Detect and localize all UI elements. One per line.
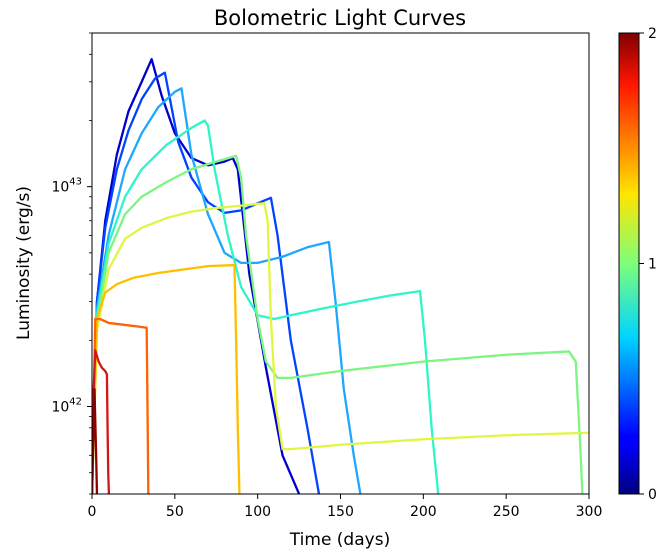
colorbar-tick-label: 0	[648, 487, 657, 503]
x-axis: 0 50 100 150 200 250 300	[88, 494, 603, 520]
series-line-6	[92, 202, 589, 494]
series-line-4	[92, 119, 440, 494]
series-line-10	[92, 387, 99, 494]
series-line-9	[92, 349, 111, 494]
series-line-3	[92, 87, 362, 494]
x-tick-label: 0	[88, 504, 97, 520]
series-line-2	[92, 71, 321, 494]
y-axis-label: Luminosity (erg/s)	[14, 186, 34, 340]
x-tick-label: 250	[493, 504, 520, 520]
colorbar-tick-label: 2	[648, 26, 657, 42]
colorbar: 0 1 2	[618, 26, 657, 503]
series-line-7	[92, 263, 241, 494]
x-tick-label: 150	[327, 504, 354, 520]
colorbar-gradient	[618, 32, 640, 495]
y-axis: 1042 1043	[51, 32, 92, 495]
colorbar-tick-label: 1	[648, 257, 657, 273]
x-tick-label: 300	[576, 504, 603, 520]
series-line-8	[92, 317, 150, 494]
y-tick-label: 1043	[51, 177, 82, 196]
x-tick-label: 100	[244, 504, 271, 520]
series-line-5	[92, 154, 584, 494]
series-line-1	[92, 58, 301, 494]
x-tick-label: 200	[410, 504, 437, 520]
y-tick-label: 1042	[51, 397, 82, 416]
series-layer	[92, 58, 589, 494]
x-tick-label: 50	[166, 504, 184, 520]
chart-title: Bolometric Light Curves	[214, 6, 466, 30]
x-axis-label: Time (days)	[289, 530, 390, 550]
